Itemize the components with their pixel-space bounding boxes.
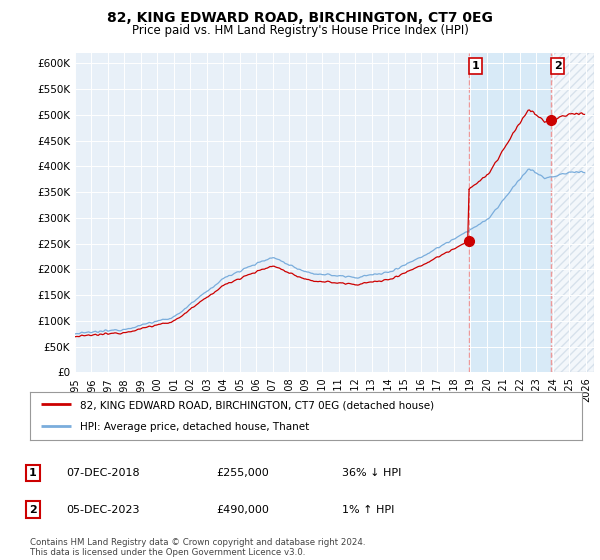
- Bar: [551, 53, 594, 372]
- Text: £255,000: £255,000: [216, 468, 269, 478]
- Text: Price paid vs. HM Land Registry's House Price Index (HPI): Price paid vs. HM Land Registry's House …: [131, 24, 469, 36]
- Text: 05-DEC-2023: 05-DEC-2023: [66, 505, 139, 515]
- Text: 1: 1: [29, 468, 37, 478]
- Text: 07-DEC-2018: 07-DEC-2018: [66, 468, 140, 478]
- Text: HPI: Average price, detached house, Thanet: HPI: Average price, detached house, Than…: [80, 422, 309, 432]
- Text: 1% ↑ HPI: 1% ↑ HPI: [342, 505, 394, 515]
- Text: Contains HM Land Registry data © Crown copyright and database right 2024.
This d: Contains HM Land Registry data © Crown c…: [30, 538, 365, 557]
- Text: 1: 1: [472, 61, 479, 71]
- Text: 2: 2: [554, 61, 562, 71]
- Text: 2: 2: [29, 505, 37, 515]
- Text: 36% ↓ HPI: 36% ↓ HPI: [342, 468, 401, 478]
- Bar: [469, 53, 551, 372]
- Text: 82, KING EDWARD ROAD, BIRCHINGTON, CT7 0EG (detached house): 82, KING EDWARD ROAD, BIRCHINGTON, CT7 0…: [80, 400, 434, 410]
- Text: 82, KING EDWARD ROAD, BIRCHINGTON, CT7 0EG: 82, KING EDWARD ROAD, BIRCHINGTON, CT7 0…: [107, 11, 493, 25]
- Text: £490,000: £490,000: [216, 505, 269, 515]
